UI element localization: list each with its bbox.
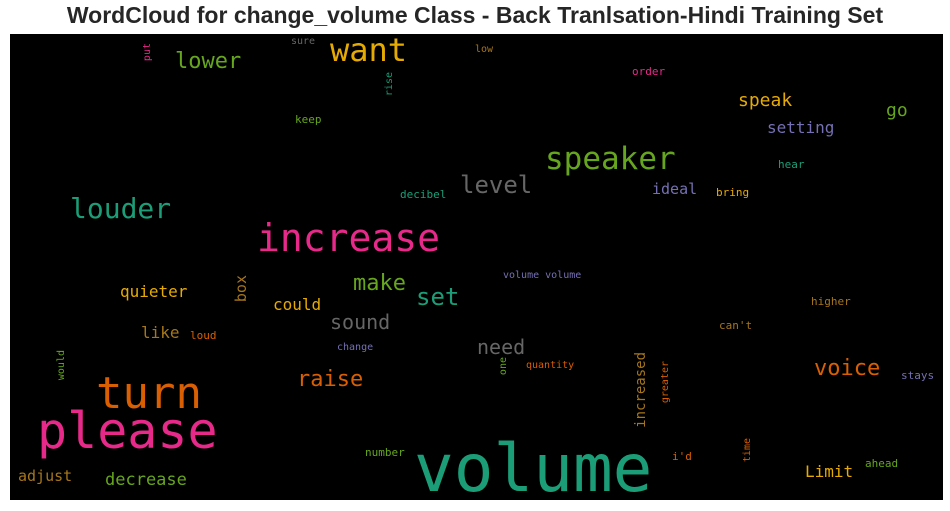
word-greater: greater (660, 361, 671, 404)
word-sound: sound (330, 310, 391, 334)
word-turn: turn (96, 368, 202, 419)
word-could: could (273, 295, 322, 314)
word-louder: louder (70, 192, 172, 225)
word-go: go (886, 100, 908, 121)
word-change: change (337, 342, 374, 353)
word-low: low (475, 44, 494, 55)
word-cloud: volume please turn increase speaker want… (10, 34, 943, 500)
word-box: box (232, 275, 250, 303)
word-quieter: quieter (120, 282, 188, 301)
word-lower: lower (175, 49, 242, 74)
word-quantity: quantity (526, 360, 575, 371)
word-rise: rise (384, 72, 395, 97)
word-decibel: decibel (400, 188, 447, 201)
word-id: i'd (672, 450, 692, 463)
word-keep: keep (295, 113, 322, 126)
word-increased: increased (633, 352, 649, 428)
word-one: one (498, 357, 509, 376)
word-adjust: adjust (18, 467, 73, 485)
word-level: level (460, 171, 533, 199)
word-please: please (37, 402, 218, 460)
word-increase: increase (257, 216, 441, 260)
word-volume: volume (414, 430, 653, 501)
word-like: like (141, 323, 180, 342)
word-voice: voice (814, 356, 881, 381)
word-sure: sure (291, 36, 316, 47)
word-raise: raise (297, 367, 364, 392)
word-order: order (632, 65, 666, 78)
word-stays: stays (901, 369, 935, 382)
word-time: time (742, 438, 753, 463)
word-hear: hear (778, 158, 805, 171)
word-set: set (416, 283, 460, 311)
word-volume-volume: volume volume (503, 270, 582, 281)
word-need: need (477, 335, 526, 359)
word-higher: higher (811, 295, 851, 308)
word-loud: loud (190, 329, 217, 342)
word-limit: Limit (805, 462, 854, 481)
word-put: put (142, 43, 153, 62)
word-cant: can't (719, 319, 753, 332)
word-decrease: decrease (105, 470, 187, 490)
chart-title: WordCloud for change_volume Class - Back… (66, 2, 884, 28)
word-would: would (56, 350, 67, 381)
word-want: want (330, 34, 408, 69)
word-bring: bring (716, 186, 750, 199)
word-ahead: ahead (865, 457, 899, 470)
word-number: number (365, 446, 405, 459)
word-speaker: speaker (545, 141, 676, 177)
word-ideal: ideal (652, 180, 698, 198)
word-make: make (353, 271, 406, 296)
word-setting: setting (767, 118, 835, 137)
word-speak: speak (738, 90, 793, 111)
